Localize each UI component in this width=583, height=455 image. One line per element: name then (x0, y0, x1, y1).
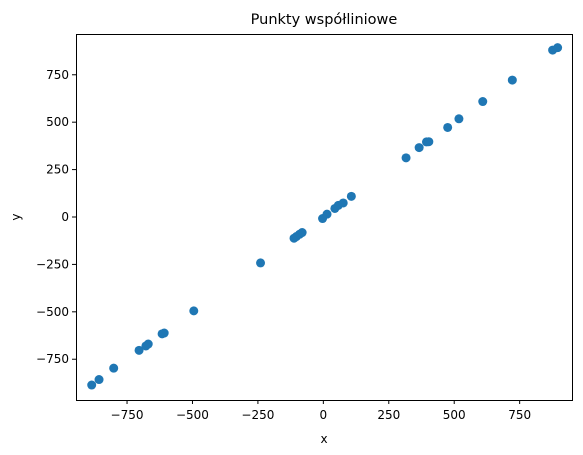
x-tick-label: 0 (320, 408, 328, 422)
scatter-point (87, 380, 97, 390)
scatter-point (401, 153, 411, 163)
points-layer (87, 43, 563, 390)
y-tick-label: 500 (46, 115, 69, 129)
y-tick-label: −500 (36, 305, 69, 319)
scatter-point (424, 137, 434, 147)
y-axis-ticks: −750 −500 −250 0 250 500 750 (36, 68, 76, 366)
y-axis-label: y (9, 213, 23, 220)
chart-title: Punkty współliniowe (251, 12, 398, 28)
scatter-point (94, 375, 104, 385)
x-axis-label: x (320, 432, 327, 446)
x-tick-label: −250 (241, 408, 274, 422)
plot-frame (76, 34, 573, 401)
scatter-point (256, 258, 266, 268)
y-tick-label: −750 (36, 352, 69, 366)
scatter-point (322, 209, 332, 219)
y-tick-label: 750 (46, 68, 69, 82)
scatter-point (553, 43, 563, 53)
x-tick-label: 250 (377, 408, 400, 422)
scatter-point (346, 191, 356, 201)
scatter-point (443, 122, 453, 132)
scatter-point (159, 328, 169, 338)
y-tick-label: 250 (46, 163, 69, 177)
x-tick-label: −750 (111, 408, 144, 422)
scatter-point (338, 198, 348, 208)
scatter-point (414, 143, 424, 153)
y-tick-label: −250 (36, 257, 69, 271)
x-tick-label: −500 (176, 408, 209, 422)
x-tick-label: 500 (443, 408, 466, 422)
scatter-point (297, 228, 307, 238)
scatter-point (109, 363, 119, 373)
x-axis-ticks: −750 −500 −250 0 250 500 750 (111, 400, 531, 422)
scatter-point (507, 75, 517, 85)
scatter-point (454, 114, 464, 124)
scatter-point (189, 306, 199, 316)
scatter-point (478, 97, 488, 107)
x-tick-label: 750 (508, 408, 531, 422)
scatter-point (143, 339, 153, 349)
scatter-point (134, 345, 144, 355)
y-tick-label: 0 (61, 210, 69, 224)
